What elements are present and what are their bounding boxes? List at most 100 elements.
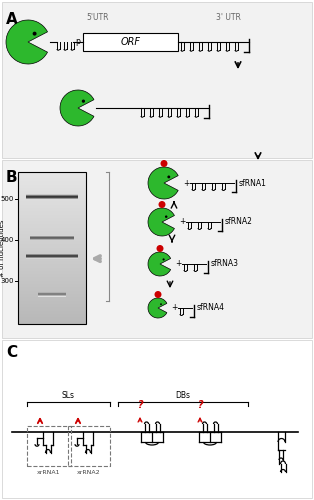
Bar [18,237,86,238]
Bar [18,241,86,242]
Bar [18,314,86,315]
Circle shape [163,258,165,260]
Wedge shape [148,167,178,199]
Bar [18,178,86,179]
Text: sfRNA3: sfRNA3 [211,260,239,268]
Bar [18,259,86,260]
Bar [18,172,86,173]
Bar [18,291,86,292]
Bar [18,260,86,261]
Text: 400: 400 [1,238,14,244]
Bar [18,207,86,208]
Bar [18,247,86,248]
Bar [18,242,86,243]
Bar [18,300,86,301]
Bar [18,235,86,236]
Bar [18,267,86,268]
Bar [18,303,86,304]
Bar [18,181,86,182]
Bar [18,217,86,218]
Bar [18,264,86,265]
Bar [18,290,86,291]
Bar [68,426,110,466]
Bar [18,278,86,279]
Bar [18,230,86,231]
Text: sfRNA2: sfRNA2 [225,218,253,226]
Bar [18,219,86,220]
Bar [18,204,86,205]
Bar [18,206,86,207]
Bar [18,203,86,204]
Circle shape [82,100,85,103]
Bar [18,280,86,281]
Bar [18,294,86,295]
Text: DBs: DBs [176,391,191,400]
Wedge shape [6,20,47,64]
Bar [18,226,86,227]
Bar [18,249,86,250]
Bar [18,239,86,240]
Bar [18,319,86,320]
Bar [18,281,86,282]
Bar [18,246,86,247]
Text: +: + [175,260,181,268]
Bar [18,292,86,293]
Bar [2,160,312,338]
Bar [18,189,86,190]
Bar [18,220,86,221]
Bar [18,285,86,286]
Bar [2,2,312,158]
Bar [18,269,86,270]
Bar [83,33,178,51]
Bar [18,316,86,317]
Text: B: B [6,170,18,185]
Bar [18,195,86,196]
Circle shape [154,291,161,298]
Circle shape [160,160,167,167]
Text: xrRNA2: xrRNA2 [77,470,101,475]
Text: 300: 300 [1,278,14,284]
Circle shape [167,176,170,178]
Bar [18,271,86,272]
Bar [18,310,86,311]
Bar [18,212,86,213]
Bar [18,252,86,253]
Bar [18,295,86,296]
Bar [18,313,86,314]
Bar [18,198,86,199]
Bar [18,318,86,319]
Bar [18,201,86,202]
Bar [18,274,86,275]
Bar [18,309,86,310]
Circle shape [159,201,165,208]
Bar [18,233,86,234]
Bar [18,302,86,303]
Bar [18,176,86,177]
Bar [18,182,86,183]
Bar [18,205,86,206]
Bar [18,321,86,322]
Bar [18,231,86,232]
Bar [18,228,86,229]
Bar [18,227,86,228]
Text: # of nucleotides: # of nucleotides [0,219,5,277]
Bar [18,311,86,312]
Bar [27,426,71,466]
Wedge shape [148,208,174,236]
Bar [18,188,86,189]
Bar [18,243,86,244]
Bar [18,268,86,269]
Bar [18,185,86,186]
Wedge shape [148,298,167,318]
Bar [18,172,86,324]
Bar [18,307,86,308]
Bar [18,261,86,262]
Text: 3' UTR: 3' UTR [216,13,241,22]
Bar [18,306,86,307]
Text: ORF: ORF [121,37,140,47]
Bar [18,323,86,324]
Bar [18,270,86,271]
Bar [18,320,86,321]
Bar [18,197,86,198]
Bar [18,297,86,298]
